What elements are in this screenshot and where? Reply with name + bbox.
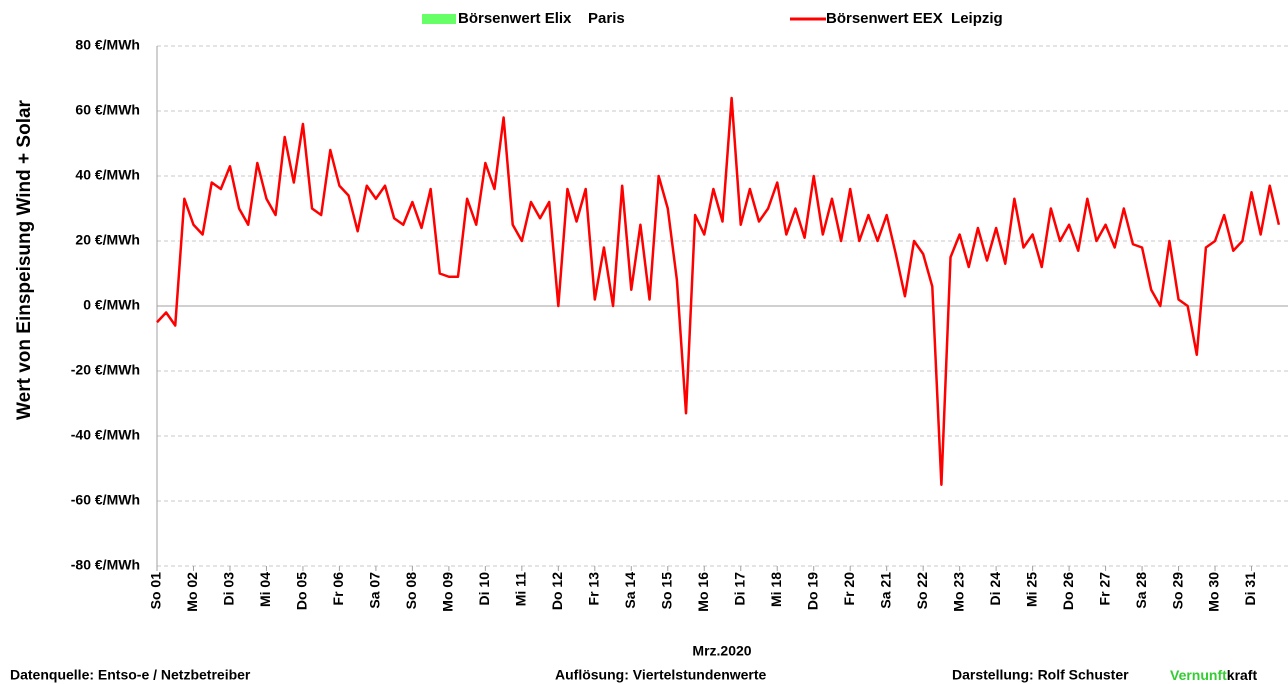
y-tick-label: -20 €/MWh [71, 362, 140, 378]
y-axis-title: Wert von Einspeisung Wind + Solar [14, 99, 35, 419]
y-tick-label: 0 €/MWh [83, 297, 140, 313]
x-axis-title: Mrz.2020 [692, 643, 751, 659]
x-tick-label: Di 31 [1242, 572, 1258, 606]
footer-author: Darstellung: Rolf Schuster [952, 667, 1129, 683]
legend-label: Börsenwert EEX Leipzig [826, 10, 1003, 27]
x-tick-label: Fr 27 [1096, 572, 1112, 606]
x-tick-label: Mi 11 [513, 572, 529, 606]
x-tick-label: Di 03 [221, 572, 237, 606]
x-tick-label: Do 05 [294, 572, 310, 610]
x-tick-label: Mo 16 [695, 572, 711, 612]
brand-green: Vernunft [1170, 667, 1227, 683]
x-tick-label: Fr 13 [586, 572, 602, 606]
y-tick-label: 40 €/MWh [75, 167, 140, 183]
x-tick-label: Mo 23 [950, 572, 966, 612]
x-tick-label: Mo 30 [1206, 572, 1222, 612]
x-tick-label: So 01 [148, 572, 164, 610]
x-tick-label: Sa 28 [1133, 572, 1149, 609]
x-tick-label: So 29 [1169, 572, 1185, 610]
x-tick-label: Mo 02 [184, 572, 200, 612]
x-tick-label: Mo 09 [440, 572, 456, 612]
y-tick-label: -40 €/MWh [71, 427, 140, 443]
y-tick-label: -60 €/MWh [71, 492, 140, 508]
series-line [156, 96, 1281, 486]
x-tick-label: Di 10 [476, 572, 492, 606]
footer-source: Datenquelle: Entso-e / Netzbetreiber [10, 667, 251, 683]
brand-black: kraft [1227, 667, 1258, 683]
legend-label: Börsenwert Elix Paris [458, 10, 625, 27]
footer-brand: Vernunftkraft [1170, 667, 1257, 683]
legend-swatch [422, 14, 456, 24]
x-tick-label: So 22 [914, 572, 930, 610]
x-tick-label: So 15 [658, 572, 674, 610]
x-tick-label: Do 19 [804, 572, 820, 610]
x-tick-label: Mi 04 [257, 572, 273, 607]
x-tick-label: Fr 20 [841, 572, 857, 606]
x-tick-label: Sa 07 [367, 572, 383, 609]
x-tick-label: Do 12 [549, 572, 565, 610]
x-tick-label: So 08 [403, 572, 419, 610]
y-tick-label: 80 €/MWh [75, 37, 140, 53]
x-tick-label: Di 17 [731, 572, 747, 606]
y-tick-label: 60 €/MWh [75, 102, 140, 118]
x-tick-label: Sa 14 [622, 572, 638, 609]
y-tick-label: -80 €/MWh [71, 557, 140, 573]
x-tick-label: Fr 06 [330, 572, 346, 606]
x-tick-label: Mi 18 [768, 572, 784, 607]
x-tick-label: Mi 25 [1023, 572, 1039, 607]
x-tick-label: Di 24 [987, 572, 1003, 606]
footer-resolution: Auflösung: Viertelstundenwerte [555, 667, 767, 683]
y-tick-label: 20 €/MWh [75, 232, 140, 248]
x-tick-label: Do 26 [1060, 572, 1076, 610]
x-tick-label: Sa 21 [877, 572, 893, 609]
